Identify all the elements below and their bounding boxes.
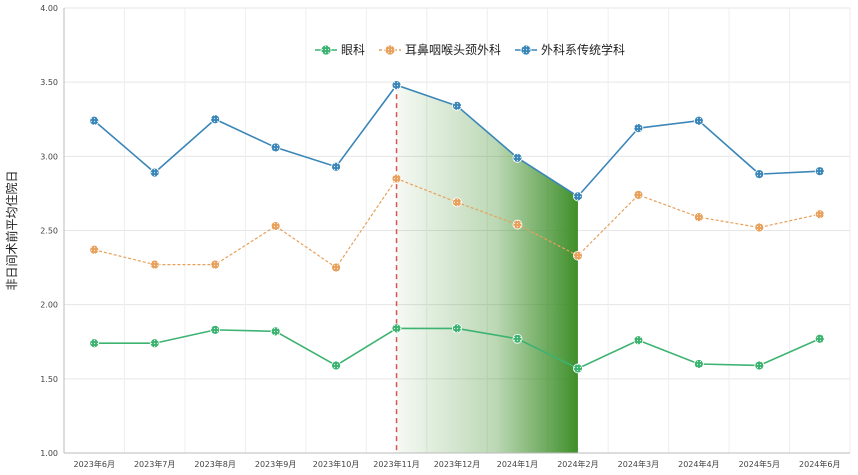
legend-item[interactable]: 耳鼻咽喉头颈外科 — [379, 42, 501, 57]
data-point-texture — [754, 360, 764, 370]
y-tick-label: 2.50 — [40, 227, 58, 236]
y-tick-label: 1.50 — [40, 375, 58, 384]
shaded-range-area — [396, 85, 578, 453]
y-tick-label: 3.00 — [40, 152, 58, 161]
data-point-texture — [150, 168, 160, 178]
shaded-area — [395, 85, 578, 453]
data-point-texture — [271, 142, 281, 152]
data-point-texture — [694, 116, 704, 126]
x-tick-label: 2023年8月 — [194, 459, 235, 469]
data-point-texture — [331, 263, 341, 273]
series-lines — [89, 80, 825, 374]
axes: 1.00 1.50 2.00 2.50 3.00 3.50 4.00 2023年6月 2023年… — [40, 4, 850, 469]
y-tick-label: 4.00 — [40, 4, 58, 13]
y-axis-label: 非日间术前平均住院日 — [4, 170, 19, 290]
data-point-texture — [694, 359, 704, 369]
y-tick-label: 3.50 — [40, 78, 58, 87]
x-tick-label: 2024年6月 — [799, 459, 840, 469]
data-point-texture — [89, 245, 99, 255]
legend-item[interactable]: 眼科 — [315, 43, 365, 57]
legend-marker-texture — [521, 45, 531, 55]
data-point-texture — [271, 221, 281, 231]
data-point-texture — [633, 335, 643, 345]
data-point-texture — [754, 169, 764, 179]
x-tick-label: 2023年9月 — [255, 459, 296, 469]
legend-label: 外科系传统学科 — [541, 42, 625, 57]
data-point-texture — [694, 212, 704, 222]
x-tick-label: 2023年7月 — [134, 459, 175, 469]
data-point-texture — [271, 326, 281, 336]
x-tick-label: 2023年12月 — [434, 459, 481, 469]
data-point-texture — [633, 190, 643, 200]
x-tick-label: 2024年5月 — [739, 459, 780, 469]
x-tick-label: 2023年10月 — [313, 459, 360, 469]
data-point-texture — [89, 116, 99, 126]
legend-label: 眼科 — [341, 43, 365, 57]
data-point-texture — [754, 223, 764, 233]
data-point-texture — [452, 197, 462, 207]
data-point-texture — [210, 260, 220, 270]
x-tick-label: 2024年1月 — [497, 459, 538, 469]
data-point-texture — [210, 325, 220, 335]
data-point-texture — [150, 260, 160, 270]
x-tick-label: 2023年11月 — [373, 459, 420, 469]
data-point-texture — [512, 153, 522, 163]
data-point-texture — [392, 174, 402, 184]
data-point-texture — [815, 334, 825, 344]
data-point-texture — [815, 209, 825, 219]
data-point-texture — [392, 323, 402, 333]
data-point-texture — [512, 220, 522, 230]
x-tick-label: 2024年4月 — [678, 459, 719, 469]
legend-marker-texture — [385, 45, 395, 55]
legend-item[interactable]: 外科系传统学科 — [515, 42, 625, 57]
data-point-texture — [452, 101, 462, 111]
data-point-texture — [573, 363, 583, 373]
data-point-texture — [210, 114, 220, 124]
data-point-texture — [452, 323, 462, 333]
data-point-texture — [331, 162, 341, 172]
legend: 眼科 耳鼻咽喉头颈外科 外科系传统学科 — [315, 42, 625, 57]
data-point-texture — [89, 338, 99, 348]
data-point-texture — [331, 360, 341, 370]
y-tick-label: 1.00 — [40, 449, 58, 458]
data-point-texture — [573, 191, 583, 201]
data-point-texture — [815, 166, 825, 176]
x-tick-label: 2023年6月 — [74, 459, 115, 469]
x-tick-label: 2024年3月 — [618, 459, 659, 469]
data-point-texture — [633, 123, 643, 133]
data-point-texture — [392, 80, 402, 90]
legend-label: 耳鼻咽喉头颈外科 — [405, 42, 501, 57]
y-tick-label: 2.00 — [40, 301, 58, 310]
legend-marker-texture — [321, 45, 331, 55]
data-point-texture — [150, 338, 160, 348]
data-point-texture — [512, 334, 522, 344]
x-tick-label: 2024年2月 — [557, 459, 598, 469]
data-point-texture — [573, 251, 583, 261]
